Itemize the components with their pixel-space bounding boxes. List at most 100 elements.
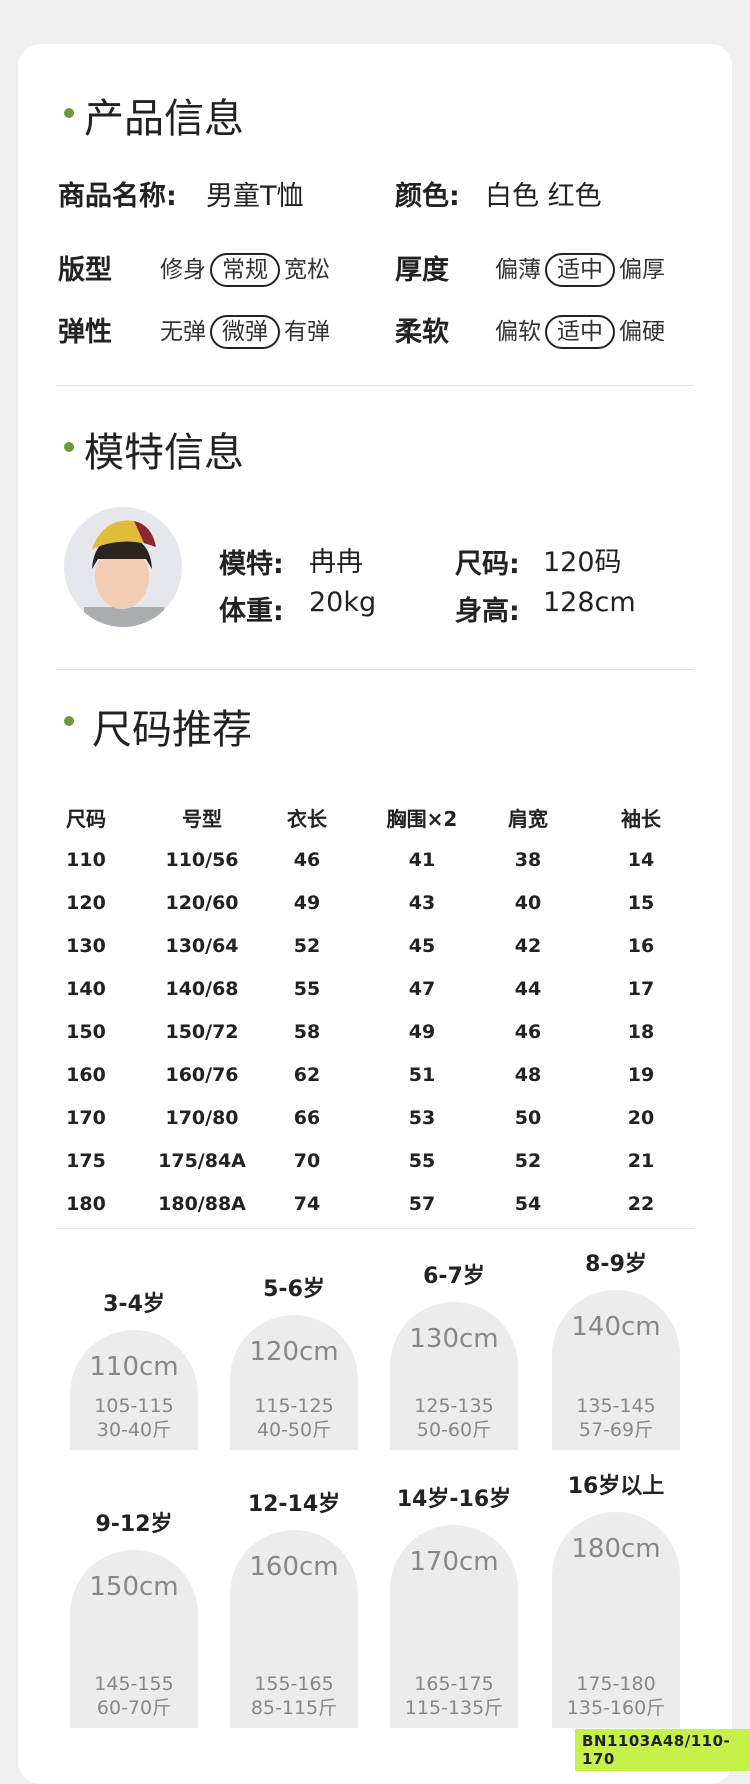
table-cell: 17	[627, 978, 655, 1000]
card-height: 170cm	[409, 1547, 499, 1577]
divider	[56, 1228, 694, 1229]
card-height: 160cm	[249, 1552, 339, 1582]
table-header: 肩宽	[508, 807, 548, 831]
card-range: 175-180	[576, 1673, 656, 1695]
attr-label: 版型	[58, 255, 112, 286]
size-card: 180cm 175-180 135-160斤	[552, 1512, 680, 1728]
table-cell: 55	[408, 1150, 436, 1172]
card-range: 165-175	[414, 1673, 494, 1695]
table-cell: 53	[408, 1107, 436, 1129]
card-range: 145-155	[94, 1673, 174, 1695]
table-cell: 130/64	[165, 935, 239, 957]
table-cell: 38	[514, 849, 542, 871]
size-card: 150cm 145-155 60-70斤	[70, 1550, 198, 1728]
table-cell: 44	[514, 978, 542, 1000]
table-cell: 120	[66, 892, 106, 914]
card-height: 140cm	[571, 1312, 661, 1342]
card-height: 130cm	[409, 1324, 499, 1354]
table-cell: 180	[66, 1193, 106, 1215]
size-card: 110cm 105-115 30-40斤	[70, 1330, 198, 1450]
table-cell: 175/84A	[158, 1150, 246, 1172]
size-card: 130cm 125-135 50-60斤	[390, 1302, 518, 1450]
age-label: 9-12岁	[95, 1512, 173, 1537]
card-range: 115-125	[254, 1395, 334, 1417]
table-header: 袖长	[621, 807, 661, 831]
product-code-badge: BN1103A48/110-170	[575, 1729, 750, 1771]
model-name-label: 模特:	[219, 549, 284, 580]
table-cell: 54	[514, 1193, 542, 1215]
model-size-label: 尺码:	[455, 549, 520, 580]
card-range: 105-115	[94, 1395, 174, 1417]
age-label: 12-14岁	[247, 1492, 341, 1517]
table-cell: 170/80	[165, 1107, 239, 1129]
bullet-icon	[64, 108, 74, 118]
table-cell: 52	[293, 935, 321, 957]
attr-options: 修身 常规 宽松	[160, 250, 334, 287]
divider	[56, 669, 694, 670]
card-weight: 85-115斤	[250, 1697, 338, 1719]
table-cell: 140	[66, 978, 106, 1000]
attr-option: 偏薄	[495, 257, 541, 283]
table-cell: 70	[293, 1150, 321, 1172]
card-weight: 40-50斤	[256, 1419, 332, 1441]
table-cell: 110	[66, 849, 106, 871]
age-label: 5-6岁	[263, 1277, 325, 1302]
table-cell: 16	[627, 935, 655, 957]
table-cell: 21	[627, 1150, 655, 1172]
card-weight: 135-160斤	[566, 1697, 666, 1719]
table-cell: 14	[627, 849, 655, 871]
name-value: 男童T恤	[206, 181, 304, 212]
table-cell: 175	[66, 1150, 106, 1172]
model-name-value: 冉冉	[309, 547, 363, 578]
table-cell: 48	[514, 1064, 542, 1086]
name-label: 商品名称:	[58, 181, 177, 212]
table-cell: 57	[408, 1193, 436, 1215]
bullet-icon	[64, 716, 74, 726]
table-cell: 110/56	[165, 849, 239, 871]
table-cell: 62	[293, 1064, 321, 1086]
table-cell: 45	[408, 935, 436, 957]
table-cell: 130	[66, 935, 106, 957]
card-weight: 57-69斤	[578, 1419, 654, 1441]
age-label: 3-4岁	[103, 1292, 165, 1317]
bullet-icon	[64, 442, 74, 452]
table-header: 尺码	[66, 807, 106, 831]
size-card: 140cm 135-145 57-69斤	[552, 1290, 680, 1450]
card-range: 135-145	[576, 1395, 656, 1417]
age-label: 6-7岁	[423, 1264, 485, 1289]
table-cell: 22	[627, 1193, 655, 1215]
attr-option: 偏厚	[619, 257, 665, 283]
table-cell: 160/76	[165, 1064, 239, 1086]
table-cell: 43	[408, 892, 436, 914]
table-cell: 40	[514, 892, 542, 914]
card-weight: 50-60斤	[416, 1419, 492, 1441]
table-cell: 42	[514, 935, 542, 957]
section-title-model: 模特信息	[84, 430, 244, 476]
model-height-label: 身高:	[455, 596, 520, 627]
divider	[56, 385, 694, 386]
section-title-size: 尺码推荐	[92, 707, 252, 753]
card-weight: 115-135斤	[404, 1697, 504, 1719]
attr-option: 宽松	[284, 257, 330, 283]
card-range: 125-135	[414, 1395, 494, 1417]
model-weight-value: 20kg	[309, 587, 377, 618]
table-header: 号型	[182, 807, 222, 831]
table-cell: 120/60	[165, 892, 239, 914]
table-cell: 170	[66, 1107, 106, 1129]
table-cell: 55	[293, 978, 321, 1000]
size-card: 170cm 165-175 115-135斤	[390, 1525, 518, 1728]
card-height: 180cm	[571, 1534, 661, 1564]
attr-option: 无弹	[160, 319, 206, 345]
attr-option: 偏硬	[619, 319, 665, 345]
attr-label: 柔软	[395, 317, 449, 348]
card-weight: 60-70斤	[96, 1697, 172, 1719]
table-cell: 160	[66, 1064, 106, 1086]
attr-option: 偏软	[495, 319, 541, 345]
age-label: 14岁-16岁	[396, 1487, 512, 1512]
age-label: 8-9岁	[585, 1252, 647, 1277]
card-height: 120cm	[249, 1337, 339, 1367]
size-card: 120cm 115-125 40-50斤	[230, 1315, 358, 1450]
attr-options: 偏薄 适中 偏厚	[495, 250, 669, 287]
model-size-value: 120码	[543, 547, 622, 578]
table-header: 衣长	[287, 807, 327, 831]
